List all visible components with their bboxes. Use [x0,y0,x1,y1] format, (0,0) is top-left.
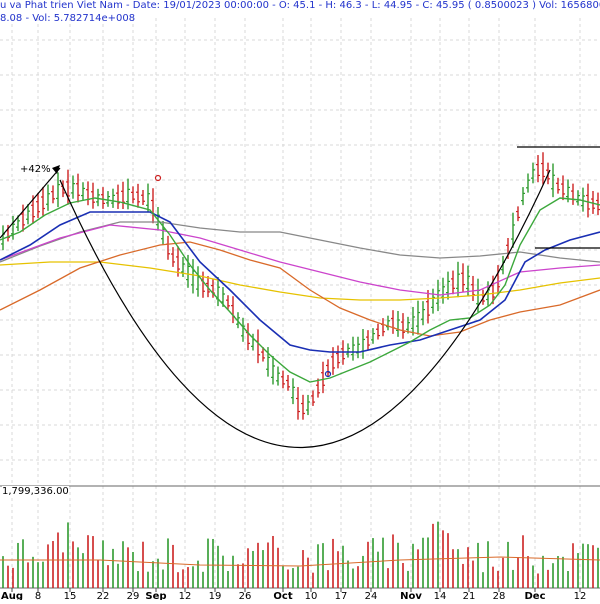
gain-arrow-head [52,165,60,174]
volume-axis-label: 1,799,336.00 [2,486,69,497]
x-tick-label: 17 [335,591,348,600]
x-tick-label: 29 [127,591,140,600]
ma-50-line [0,241,600,337]
x-tick-label: 28 [493,591,506,600]
x-tick-label: Sep [145,591,166,600]
x-tick-label: 26 [239,591,252,600]
x-tick-label: Aug [1,591,23,600]
x-tick-label: 19 [209,591,222,600]
x-tick-label: Nov [400,591,422,600]
x-tick-label: 12 [574,591,587,600]
cup-curve [59,169,551,448]
volume-ma-line [0,556,600,567]
x-tick-label: 22 [97,591,110,600]
ma-100-line [0,224,600,296]
x-tick-label: 15 [64,591,77,600]
x-tick-label: 8 [35,591,41,600]
x-tick-label: 24 [365,591,378,600]
x-tick-label: Dec [524,591,545,600]
ma-75-line [0,261,600,301]
ma-10-line [0,197,600,383]
ma-20-line [0,211,600,353]
x-tick-label: 10 [305,591,318,600]
ohlc-header: u va Phat trien Viet Nam - Date: 19/01/2… [0,0,600,11]
signal-marker [324,370,332,378]
gain-label: +42% [20,164,51,175]
x-tick-label: 14 [434,591,447,600]
indicator-header: 8.08 - Vol: 5.782714e+008 [0,13,136,24]
x-tick-label: 12 [179,591,192,600]
x-tick-label: 21 [463,591,476,600]
x-tick-label: Oct [273,591,292,600]
gain-arrow-line [0,167,61,239]
signal-marker [154,174,162,182]
